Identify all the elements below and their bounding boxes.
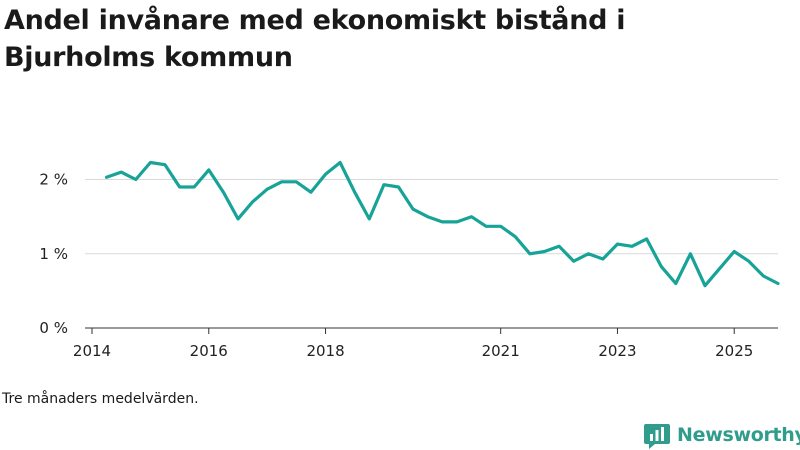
series-line <box>104 160 780 288</box>
data-point[interactable] <box>204 165 214 175</box>
data-point[interactable] <box>656 261 666 271</box>
data-point[interactable] <box>233 214 243 224</box>
data-point[interactable] <box>291 177 301 187</box>
data-point[interactable] <box>627 241 637 251</box>
y-tick-label: 2 % <box>39 171 68 189</box>
data-point[interactable] <box>715 264 725 274</box>
x-tick-label: 2025 <box>715 342 753 360</box>
data-point[interactable] <box>160 160 170 170</box>
data-point[interactable] <box>379 180 389 190</box>
data-point[interactable] <box>525 249 535 259</box>
data-point[interactable] <box>175 182 185 192</box>
data-point[interactable] <box>598 254 608 264</box>
data-point[interactable] <box>350 187 360 197</box>
data-point[interactable] <box>364 214 374 224</box>
x-tick-label: 2021 <box>482 342 520 360</box>
data-point[interactable] <box>408 204 418 214</box>
bar-chart-logo-icon <box>644 424 670 449</box>
data-point[interactable] <box>554 241 564 251</box>
data-point[interactable] <box>700 281 710 291</box>
x-tick-label: 2018 <box>306 342 344 360</box>
data-point[interactable] <box>306 187 316 197</box>
data-point[interactable] <box>671 278 681 288</box>
data-point[interactable] <box>569 256 579 266</box>
data-point[interactable] <box>612 239 622 249</box>
data-point[interactable] <box>248 197 258 207</box>
data-point[interactable] <box>510 232 520 242</box>
x-axis: 2014 2016 2018 2021 2023 2025 <box>73 327 778 360</box>
x-tick-label: 2016 <box>190 342 228 360</box>
data-point[interactable] <box>539 247 549 257</box>
brand-logo[interactable]: Newsworthy <box>644 420 800 450</box>
data-point[interactable] <box>496 221 506 231</box>
data-point[interactable] <box>452 217 462 227</box>
data-point[interactable] <box>744 256 754 266</box>
chart-title: Andel invånare med ekonomiskt bistånd i … <box>4 5 626 73</box>
x-tick-label: 2014 <box>73 342 111 360</box>
data-point[interactable] <box>729 247 739 257</box>
data-point[interactable] <box>218 187 228 197</box>
data-point[interactable] <box>116 167 126 177</box>
brand-name: Newsworthy <box>677 424 800 446</box>
data-point[interactable] <box>758 271 768 281</box>
data-point[interactable] <box>145 157 155 167</box>
y-axis: 0 % 1 % 2 % <box>39 171 68 337</box>
data-point[interactable] <box>189 182 199 192</box>
y-tick-label: 0 % <box>39 319 68 337</box>
data-point[interactable] <box>481 221 491 231</box>
y-tick-label: 1 % <box>39 245 68 263</box>
data-point[interactable] <box>685 249 695 259</box>
data-point[interactable] <box>423 212 433 222</box>
data-point[interactable] <box>773 278 783 288</box>
data-point[interactable] <box>131 175 141 185</box>
series-layer <box>102 157 783 291</box>
data-point[interactable] <box>102 172 112 182</box>
data-point[interactable] <box>335 157 345 167</box>
data-point[interactable] <box>437 217 447 227</box>
data-point[interactable] <box>583 249 593 259</box>
data-point[interactable] <box>277 177 287 187</box>
data-point[interactable] <box>262 184 272 194</box>
chart-note: Tre månaders medelvärden. <box>2 391 199 407</box>
x-tick-label: 2023 <box>598 342 636 360</box>
data-point[interactable] <box>394 182 404 192</box>
data-point[interactable] <box>321 169 331 179</box>
data-point[interactable] <box>466 212 476 222</box>
data-point[interactable] <box>642 234 652 244</box>
